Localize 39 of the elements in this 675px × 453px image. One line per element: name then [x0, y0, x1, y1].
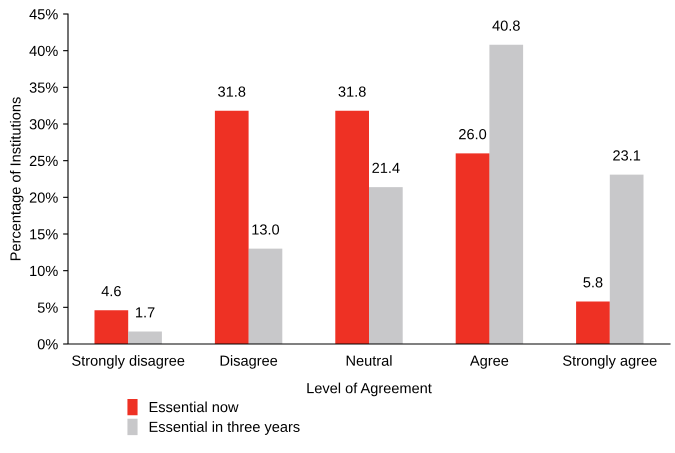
y-tick-label: 40% [29, 46, 58, 56]
data-label: 31.8 [218, 86, 246, 97]
x-tick-label: Neutral [346, 355, 392, 366]
data-label: 31.8 [338, 86, 366, 97]
data-label: 4.6 [102, 286, 121, 296]
data-label: 13.0 [252, 224, 280, 235]
y-tick-label: 30% [30, 119, 58, 130]
y-tick-label: 45% [29, 9, 58, 20]
y-tick-label: 0% [38, 339, 58, 350]
y-tick-label: 25% [30, 156, 58, 166]
bar [214, 110, 249, 344]
bar [128, 332, 162, 344]
x-axis-title: Level of Agreement [307, 382, 432, 396]
data-label: 1.7 [136, 307, 154, 318]
x-tick-label: Strongly disagree [72, 355, 184, 369]
bar [610, 174, 644, 344]
x-tick-label: Agree [470, 356, 508, 369]
y-tick-label: 20% [30, 192, 58, 203]
y-axis-title: Percentage of Institutions [10, 97, 24, 260]
data-label: 26.0 [459, 129, 486, 140]
bar [456, 153, 490, 344]
bar [369, 187, 403, 344]
y-tick-label: 5% [38, 302, 58, 313]
bar [248, 248, 282, 344]
y-tick-label: 15% [30, 229, 58, 240]
data-label: 5.8 [583, 277, 602, 288]
data-label: 23.1 [613, 150, 640, 161]
bar [489, 44, 524, 344]
data-label: 21.4 [372, 162, 400, 173]
legend-label: Essential now [150, 401, 239, 412]
y-tick-label: 35% [30, 82, 58, 93]
bar [576, 301, 610, 344]
data-label: 40.8 [492, 20, 520, 31]
bar [94, 310, 128, 344]
x-tick-label: Disagree [220, 355, 278, 369]
legend-label: Essential in three years [150, 421, 300, 435]
x-tick-label: Strongly agree [563, 355, 657, 369]
bar [335, 110, 369, 344]
y-tick-label: 10% [30, 266, 58, 276]
